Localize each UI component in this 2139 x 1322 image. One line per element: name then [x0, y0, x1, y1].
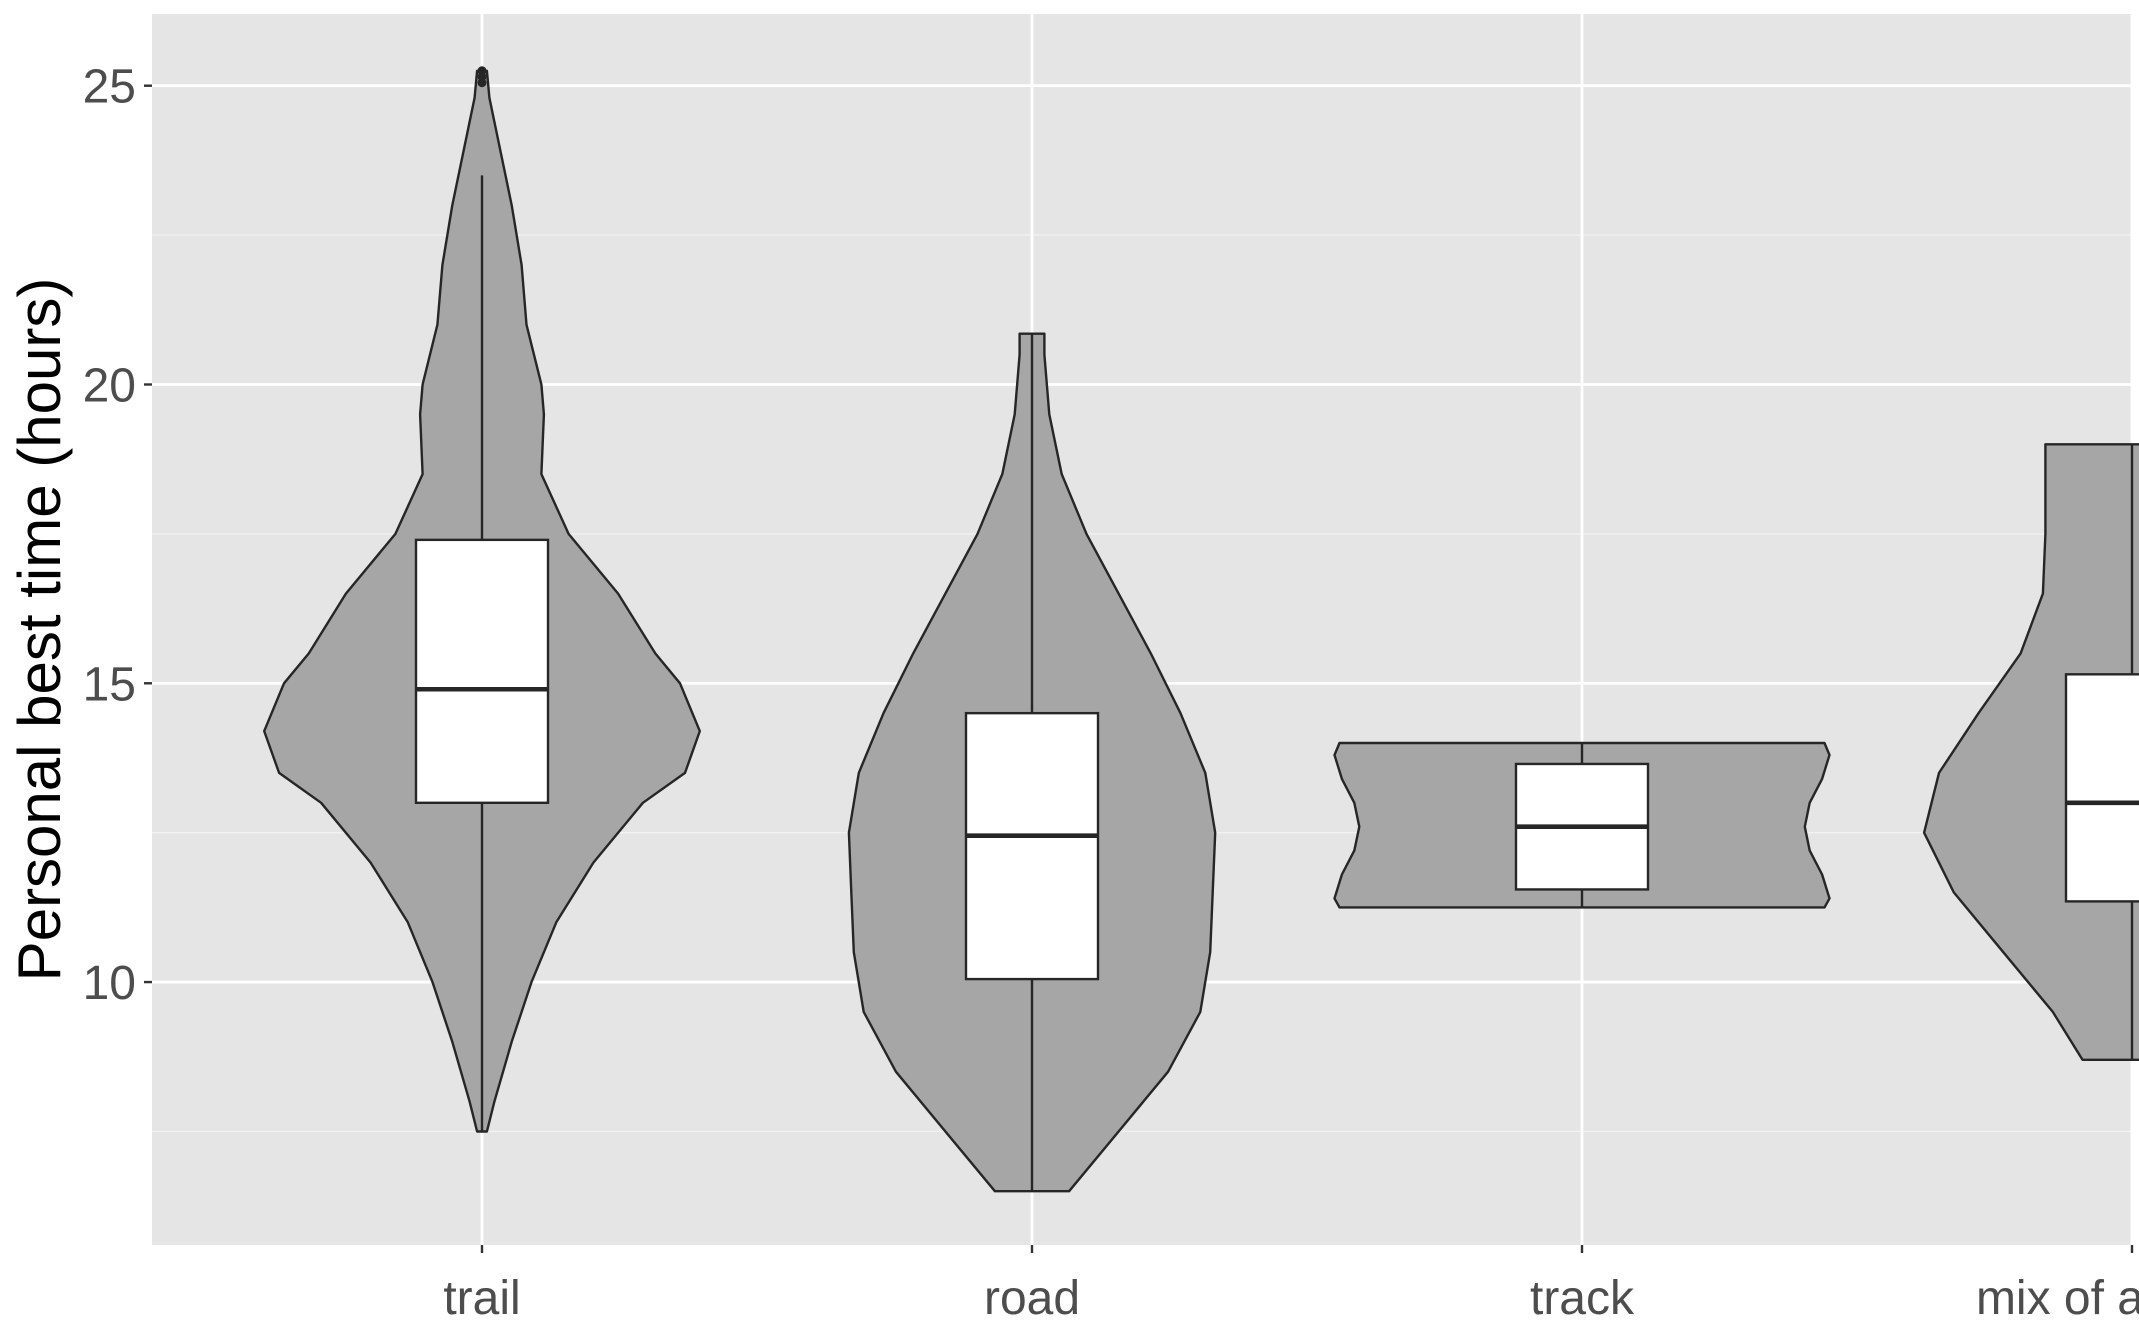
y-tick-label: 20: [83, 359, 136, 412]
y-tick-label: 15: [83, 658, 136, 711]
x-tick-label: mix of all three: [1976, 1272, 2139, 1322]
y-axis-title: Personal best time (hours): [6, 278, 73, 982]
y-tick-label: 25: [83, 61, 136, 114]
box-layer: [414, 66, 2139, 1192]
x-tick-label: trail: [443, 1272, 520, 1322]
y-axis: 10 15 20 25: [83, 61, 152, 1010]
outlier-point: [477, 66, 487, 76]
y-tick-label: 10: [83, 957, 136, 1010]
x-axis: trail road track mix of all three: [443, 1245, 2139, 1322]
iqr-box: [964, 711, 1100, 981]
violin-3: [1922, 443, 2139, 1061]
x-tick-label: road: [984, 1272, 1080, 1322]
iqr-box: [414, 538, 550, 804]
iqr-box: [2064, 673, 2139, 903]
x-tick-label: track: [1530, 1272, 1635, 1322]
